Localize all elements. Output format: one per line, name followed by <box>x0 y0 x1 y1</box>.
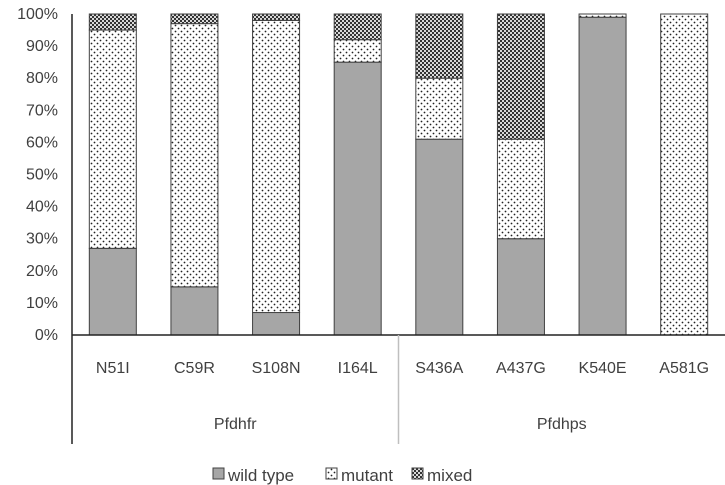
bar-segment-s436a-mixed <box>415 13 464 79</box>
bar-segment-i164l-wild-type <box>333 61 382 336</box>
legend-label-mixed: mixed <box>427 466 472 485</box>
category-label-s108n: S108N <box>252 360 301 377</box>
category-label-c59r: C59R <box>174 360 215 377</box>
y-tick-label: 100% <box>17 6 58 23</box>
legend: wild type mutant mixed <box>212 466 472 485</box>
legend-label-mutant: mutant <box>341 466 393 485</box>
bar-segment-n51i-wild-type <box>88 247 137 336</box>
bar-segment-i164l-mutant <box>333 39 382 63</box>
axes <box>71 14 725 444</box>
bar-segment-k540e-mutant <box>578 13 627 18</box>
bar-segment-i164l-mixed <box>333 13 382 41</box>
category-label-k540e: K540E <box>579 360 627 377</box>
y-axis-ticks: 0% 10% 20% 30% 40% 50% 60% 70% 80% 90% 100% <box>17 6 58 344</box>
y-tick-label: 90% <box>26 38 58 55</box>
bar-segment-a437g-wild-type <box>496 238 545 336</box>
y-tick-label: 40% <box>26 199 58 216</box>
bar-segment-c59r-mixed <box>170 13 219 25</box>
legend-swatch-mixed <box>411 467 424 480</box>
y-tick-label: 60% <box>26 134 58 151</box>
bar-segment-s108n-mutant <box>252 19 301 314</box>
y-tick-label: 20% <box>26 263 58 280</box>
group-label-pfdhfr: Pfdhfr <box>214 416 257 433</box>
bar-segment-s436a-wild-type <box>415 138 464 336</box>
bar-segment-c59r-mutant <box>170 23 219 288</box>
legend-swatch-wild-type <box>212 467 225 480</box>
bar-segment-n51i-mutant <box>88 29 137 249</box>
category-label-i164l: I164L <box>338 360 378 377</box>
category-label-a437g: A437G <box>496 360 546 377</box>
bar-segment-a437g-mutant <box>496 138 545 240</box>
y-tick-label: 10% <box>26 295 58 312</box>
y-tick-label: 0% <box>35 327 58 344</box>
bar-segment-s108n-wild-type <box>252 312 301 336</box>
y-tick-label: 70% <box>26 102 58 119</box>
category-labels: N51I C59R S108N I164L S436A A437G K540E A581G <box>96 360 709 377</box>
bar-segment-k540e-wild-type <box>578 16 627 336</box>
y-tick-label: 30% <box>26 231 58 248</box>
category-label-a581g: A581G <box>659 360 709 377</box>
bar-segment-a581g-mutant <box>660 13 709 336</box>
bars <box>88 13 709 336</box>
group-labels: Pfdhfr Pfdhps <box>214 416 587 433</box>
bar-segment-s108n-mixed <box>252 13 301 21</box>
category-label-n51i: N51I <box>96 360 130 377</box>
legend-swatch-mutant <box>325 467 338 480</box>
y-tick-label: 50% <box>26 167 58 184</box>
y-tick-label: 80% <box>26 70 58 87</box>
legend-label-wild-type: wild type <box>227 466 294 485</box>
bar-segment-a437g-mixed <box>496 13 545 140</box>
bar-segment-s436a-mutant <box>415 77 464 140</box>
category-label-s436a: S436A <box>415 360 463 377</box>
group-label-pfdhps: Pfdhps <box>537 416 587 433</box>
bar-segment-c59r-wild-type <box>170 286 219 336</box>
bar-segment-n51i-mixed <box>88 13 137 31</box>
